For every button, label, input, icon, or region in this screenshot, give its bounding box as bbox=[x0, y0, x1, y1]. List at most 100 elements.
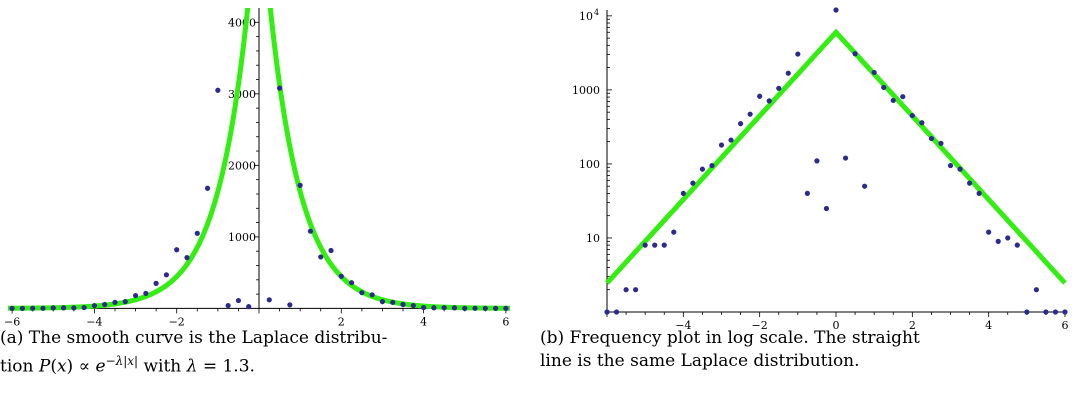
data-point bbox=[451, 305, 458, 311]
data-point bbox=[1043, 309, 1049, 315]
data-point bbox=[680, 190, 686, 196]
y-tick-label: 10 bbox=[579, 10, 593, 23]
x-tick-label: 2 bbox=[338, 315, 345, 328]
data-point bbox=[928, 135, 935, 142]
y-tick-label: 3000 bbox=[228, 88, 256, 101]
data-point bbox=[823, 205, 830, 212]
x-tick-label: −6 bbox=[4, 315, 20, 328]
data-point bbox=[919, 120, 925, 126]
data-point bbox=[766, 98, 772, 104]
data-point bbox=[604, 309, 610, 315]
data-point bbox=[266, 297, 272, 303]
caption-b-line-1: (b) Frequency plot in log scale. The str… bbox=[540, 328, 920, 348]
data-point bbox=[881, 84, 887, 91]
data-point bbox=[431, 305, 437, 311]
data-point bbox=[503, 305, 509, 311]
data-point bbox=[938, 140, 944, 146]
data-point bbox=[862, 183, 868, 189]
data-point bbox=[235, 297, 242, 304]
panel-a: −6 −4 −2 2 4 6 1000 2000 3000 4000 (a) The smooth… bbox=[0, 0, 530, 403]
data-point bbox=[909, 112, 915, 119]
data-point bbox=[737, 121, 744, 127]
data-point bbox=[633, 287, 639, 293]
x-tick-label: −2 bbox=[752, 319, 768, 332]
data-point bbox=[60, 305, 67, 311]
y-tick-exponent: 4 bbox=[594, 8, 599, 17]
data-point bbox=[328, 247, 334, 254]
data-point bbox=[91, 302, 98, 309]
laplace-curve bbox=[8, 8, 510, 311]
x-tick-label: −4 bbox=[86, 315, 102, 328]
data-point bbox=[112, 299, 118, 305]
data-point bbox=[1005, 235, 1011, 241]
data-point bbox=[709, 162, 715, 169]
data-point bbox=[441, 305, 447, 311]
data-point bbox=[410, 302, 416, 309]
caption-b: (b) Frequency plot in log scale. The str… bbox=[540, 327, 1070, 373]
data-point bbox=[642, 242, 648, 248]
panel-b: −4 −2 0 2 4 6 10 100 1000 10 4 (b) Frequency plot … bbox=[540, 0, 1077, 403]
data-point bbox=[747, 111, 753, 117]
x-tick-label: 4 bbox=[420, 315, 427, 328]
data-point bbox=[492, 305, 499, 311]
data-point bbox=[9, 305, 15, 311]
data-point bbox=[613, 309, 620, 315]
data-point bbox=[102, 301, 108, 308]
data-point bbox=[690, 180, 696, 186]
data-point bbox=[276, 85, 283, 91]
data-point bbox=[318, 254, 324, 260]
x-tick-label: 6 bbox=[1062, 319, 1069, 332]
data-point bbox=[462, 305, 468, 311]
data-point bbox=[19, 305, 26, 311]
data-point bbox=[246, 304, 252, 310]
data-point bbox=[671, 229, 677, 235]
y-tick-label: 2000 bbox=[228, 159, 256, 172]
data-point bbox=[153, 280, 159, 286]
y-tick-label: 1000 bbox=[228, 231, 256, 244]
data-point bbox=[986, 229, 992, 235]
data-point bbox=[785, 70, 791, 76]
data-point bbox=[338, 273, 344, 279]
x-tick-label: 6 bbox=[502, 315, 509, 328]
linear-scale-chart: −6 −4 −2 2 4 6 1000 2000 3000 4000 bbox=[4, 8, 510, 328]
data-point bbox=[225, 302, 231, 309]
data-point bbox=[661, 242, 667, 248]
data-point bbox=[50, 305, 56, 311]
data-point bbox=[287, 302, 293, 308]
data-point bbox=[900, 94, 906, 100]
data-point bbox=[1033, 287, 1039, 293]
data-point bbox=[215, 87, 221, 93]
data-point bbox=[122, 299, 128, 305]
data-point bbox=[652, 242, 658, 248]
x-tick-label: −4 bbox=[675, 319, 691, 332]
data-point bbox=[379, 299, 386, 305]
x-tick-label: 2 bbox=[909, 319, 916, 332]
data-point bbox=[40, 305, 46, 311]
data-point bbox=[348, 280, 355, 286]
data-point bbox=[995, 238, 1001, 244]
data-point bbox=[143, 290, 149, 297]
data-point bbox=[795, 51, 801, 57]
laplace-line bbox=[605, 28, 1067, 285]
data-point bbox=[163, 272, 170, 278]
data-point bbox=[947, 162, 954, 169]
data-point bbox=[728, 137, 734, 143]
y-tick-label: 10 bbox=[586, 232, 600, 245]
data-point bbox=[957, 166, 963, 172]
data-point bbox=[871, 69, 877, 76]
data-point bbox=[194, 230, 200, 236]
data-point bbox=[132, 292, 139, 299]
data-point bbox=[472, 305, 478, 311]
data-point bbox=[359, 290, 365, 296]
data-point bbox=[174, 247, 180, 253]
x-tick-label: 4 bbox=[985, 319, 992, 332]
data-point bbox=[184, 255, 190, 261]
data-point bbox=[852, 51, 858, 57]
data-point bbox=[1024, 309, 1030, 315]
data-point bbox=[814, 158, 820, 164]
data-point bbox=[890, 97, 896, 104]
data-point bbox=[390, 299, 396, 305]
x-tick-label: −2 bbox=[169, 315, 185, 328]
data-point bbox=[482, 305, 488, 311]
data-point bbox=[400, 301, 406, 308]
